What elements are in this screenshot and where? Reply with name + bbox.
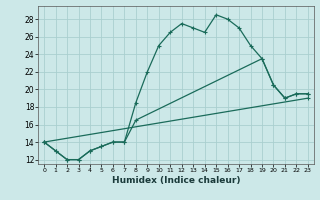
X-axis label: Humidex (Indice chaleur): Humidex (Indice chaleur) [112, 176, 240, 185]
